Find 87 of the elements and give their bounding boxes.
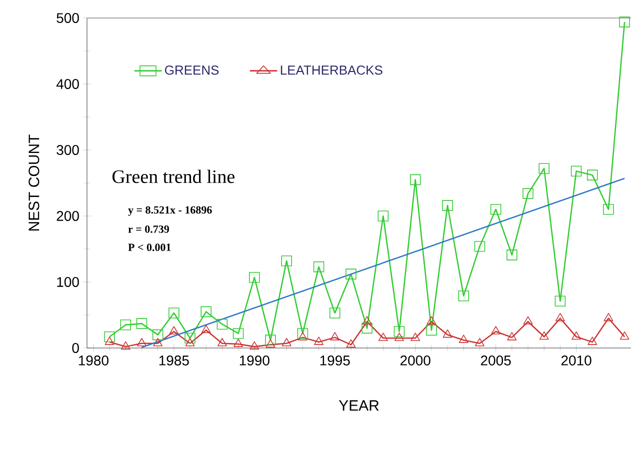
point [232,328,244,339]
point [603,204,614,215]
annotation: r = 0.739 [128,225,169,233]
point [329,308,340,318]
annotation: y = 8.521x - 16896 [128,206,212,216]
y-tick-label: 0 [72,343,79,353]
point [572,331,582,340]
point [442,200,453,211]
point [507,332,517,340]
point [410,332,420,341]
point [330,332,340,340]
point [491,326,501,334]
point [604,312,614,322]
point [185,338,195,346]
point [426,324,437,336]
point [378,332,388,341]
point [168,308,180,318]
annotation: P < 0.001 [128,244,171,252]
point [619,16,630,28]
point [152,329,164,340]
point [620,331,630,340]
y-tick-label: 400 [56,79,79,89]
point [234,338,244,347]
point [136,318,148,329]
point [378,210,389,222]
point [298,332,308,340]
y-tick-label: 300 [56,145,79,155]
point [442,329,452,338]
point [248,272,260,283]
point [538,163,550,174]
point [346,268,356,280]
x-tick-label: 2010 [561,356,592,366]
point [346,339,356,348]
point [250,341,260,350]
annotation: Green trend line [112,170,234,184]
point [539,331,549,340]
y-tick-label: 500 [56,13,79,23]
x-tick-label: 2005 [480,356,511,366]
point [474,240,486,252]
point [586,170,598,180]
y-tick-label: 200 [56,211,79,221]
point [362,316,372,324]
x-axis-title: YEAR [338,400,379,411]
point [555,312,565,322]
point [474,338,484,346]
point [588,336,598,345]
y-tick-label: 100 [57,277,79,287]
point [120,341,130,350]
y-axis-title: NEST COUNT [28,134,40,231]
point [200,306,212,318]
point [523,316,533,324]
point [394,326,405,337]
point [281,255,292,266]
point [362,322,372,334]
point [153,338,163,346]
point [216,318,228,330]
point [554,296,566,307]
point [266,339,276,348]
point [490,204,502,215]
point [410,174,421,186]
point [104,336,114,345]
point [282,338,292,346]
point [297,328,308,339]
x-tick-label: 1990 [240,356,270,366]
x-tick-label: 1980 [78,356,108,366]
point [522,188,534,199]
x-tick-label: 1985 [159,356,189,366]
x-tick-label: 1995 [320,356,350,366]
point [394,332,404,341]
point [201,324,211,334]
point [169,326,179,334]
point [314,336,324,345]
legend-label: LEATHERBACKS [280,66,382,75]
point [426,316,436,324]
point [458,334,468,343]
point [217,338,227,346]
point [570,166,582,177]
point [120,320,132,330]
point [265,334,276,346]
x-tick-label: 2000 [400,356,430,366]
point [458,290,470,302]
point [313,261,324,272]
point [104,331,115,342]
legend-label: GREENS [164,66,219,75]
point [506,250,518,260]
point [136,338,146,346]
point [184,332,196,344]
